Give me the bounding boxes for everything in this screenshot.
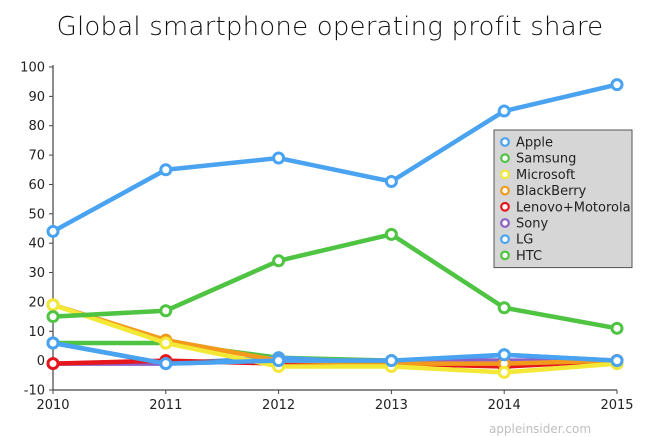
data-point: [159, 336, 173, 350]
data-point: [384, 227, 398, 241]
legend-label: BlackBerry: [516, 184, 587, 199]
data-point: [497, 348, 511, 362]
y-tick-label: 50: [28, 207, 45, 222]
series-line: [50, 232, 620, 331]
y-tick-label: 70: [28, 149, 45, 164]
legend-marker: [500, 153, 510, 164]
y-tick-label: 30: [28, 266, 45, 281]
legend-marker: [500, 250, 510, 261]
data-point: [159, 357, 173, 371]
series-line: [50, 82, 620, 234]
x-tick-label: 2014: [488, 398, 521, 413]
data-point: [497, 104, 511, 118]
data-point: [384, 175, 398, 189]
data-point: [272, 151, 286, 165]
legend-marker: [500, 218, 510, 228]
y-tick-label: 90: [28, 90, 45, 105]
y-tick-label: 100: [20, 61, 45, 76]
legend-label: Sony: [516, 217, 548, 232]
data-point: [610, 354, 624, 368]
legend-label: Samsung: [516, 152, 576, 167]
x-tick-label: 2011: [149, 398, 182, 413]
x-tick-label: 2010: [36, 398, 69, 413]
series-apple: [46, 78, 624, 238]
legend-label: LG: [516, 233, 533, 248]
y-tick-label: -10: [24, 384, 45, 399]
x-tick-label: 2013: [375, 398, 408, 413]
legend-marker: [500, 185, 510, 196]
y-tick-label: 20: [28, 295, 45, 310]
data-point: [46, 336, 60, 350]
series-line: [50, 340, 620, 366]
data-point: [610, 78, 624, 92]
series-samsung: [46, 227, 624, 335]
data-point: [272, 254, 286, 268]
data-point: [159, 304, 173, 318]
legend-label: Apple: [516, 136, 553, 151]
legend-marker: [500, 137, 510, 147]
data-point: [384, 354, 398, 368]
data-point: [497, 365, 511, 379]
legend-marker: [500, 234, 510, 245]
data-point: [46, 310, 60, 324]
data-point: [46, 298, 60, 312]
legend-label: Lenovo+Motorola: [516, 200, 631, 215]
series-layer: [46, 78, 624, 379]
legend-label: HTC: [516, 249, 542, 264]
data-point: [497, 301, 511, 315]
data-point: [272, 354, 286, 368]
y-tick-label: 0: [37, 354, 45, 369]
data-point: [610, 321, 624, 335]
data-point: [159, 163, 173, 177]
y-tick-label: 80: [28, 119, 45, 134]
legend: AppleSamsungMicrosoftBlackBerryLenovo+Mo…: [493, 129, 633, 269]
y-tick-label: 10: [28, 325, 45, 340]
watermark-text: appleinsider.com: [489, 422, 591, 436]
data-point: [46, 357, 60, 371]
legend-label: Microsoft: [516, 168, 575, 183]
x-tick-label: 2012: [262, 398, 295, 413]
x-tick-label: 2015: [600, 398, 633, 413]
chart-title: Global smartphone operating profit share: [56, 12, 604, 42]
y-tick-label: 60: [28, 178, 45, 193]
y-tick-label: 40: [28, 237, 45, 252]
data-point: [46, 224, 60, 238]
series-apple: [46, 336, 624, 371]
legend-marker: [500, 201, 510, 212]
legend-marker: [500, 169, 510, 180]
series-line: [50, 302, 620, 375]
legend-box: [493, 129, 633, 269]
